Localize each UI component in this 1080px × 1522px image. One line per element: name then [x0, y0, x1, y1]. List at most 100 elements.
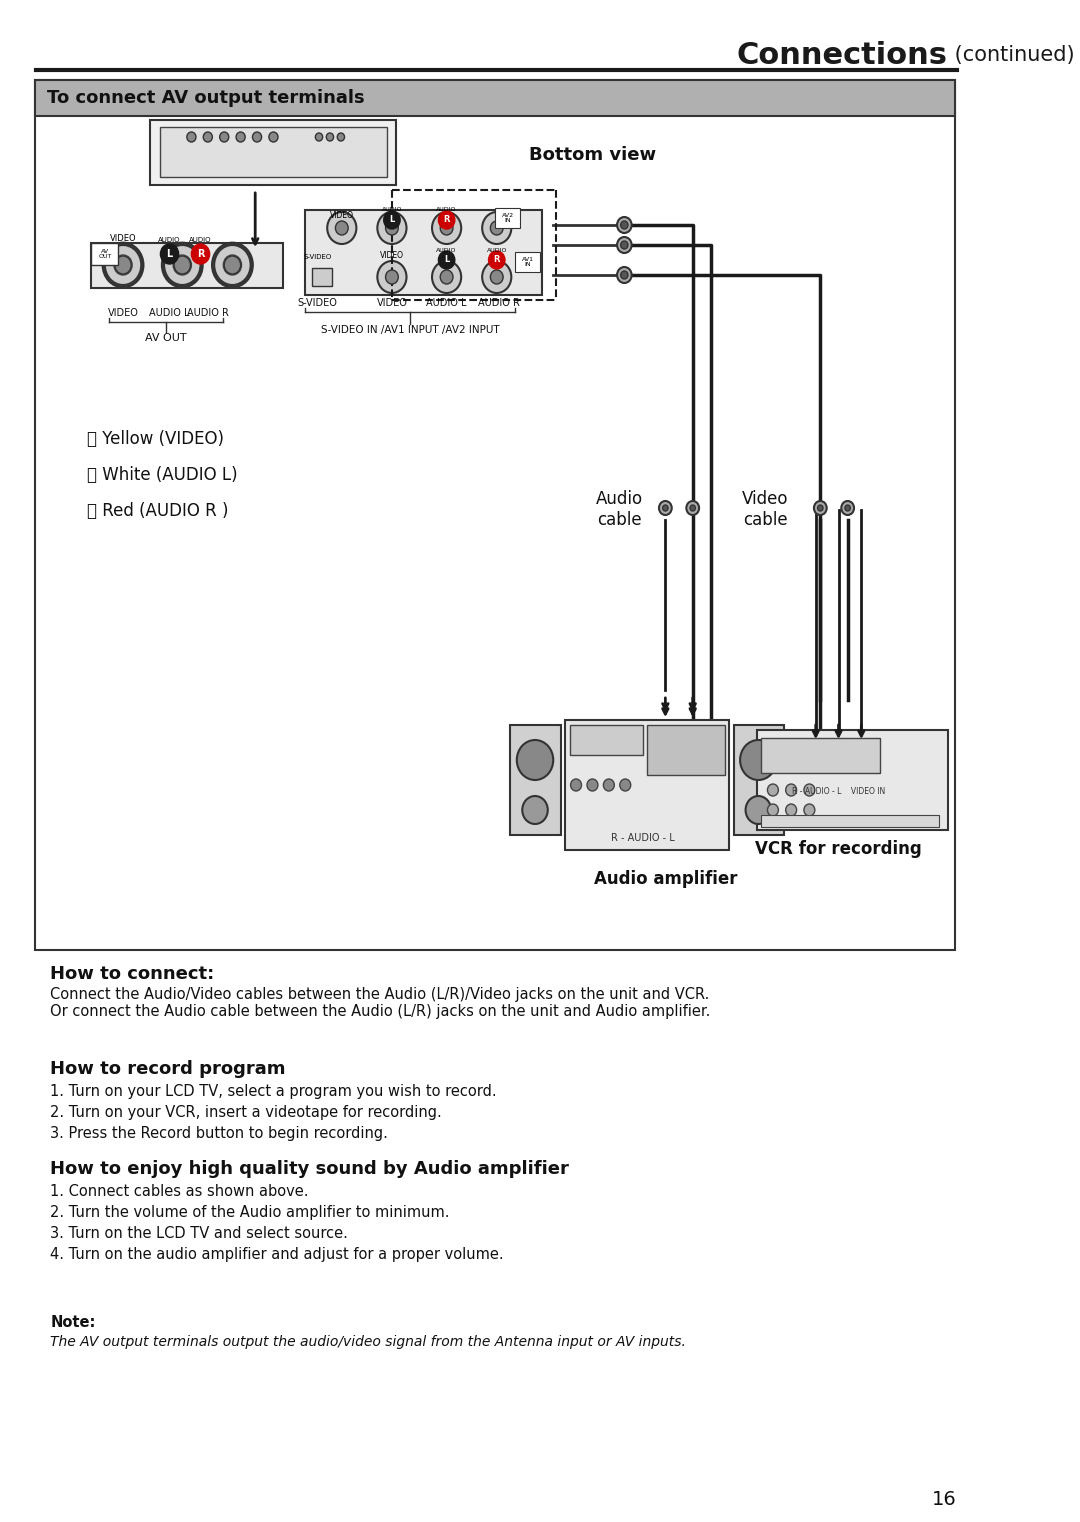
Circle shape [621, 240, 627, 250]
Text: 16: 16 [932, 1490, 957, 1508]
Bar [35, 81, 955, 116]
Circle shape [377, 260, 406, 294]
Bar [756, 731, 948, 829]
Circle shape [253, 132, 261, 142]
Bar [312, 268, 332, 286]
Text: 1. Connect cables as shown above.: 1. Connect cables as shown above. [50, 1184, 309, 1199]
Text: Audio
cable: Audio cable [596, 490, 644, 528]
Circle shape [621, 221, 627, 228]
Circle shape [386, 269, 399, 285]
Text: AUDIO R: AUDIO R [187, 307, 229, 318]
Circle shape [690, 505, 696, 511]
Circle shape [105, 245, 141, 285]
Bar [511, 724, 561, 836]
Circle shape [488, 251, 505, 269]
Circle shape [617, 218, 632, 233]
Bar [565, 720, 729, 849]
Circle shape [337, 132, 345, 142]
Circle shape [604, 779, 615, 791]
Text: How to connect:: How to connect: [50, 965, 215, 983]
Circle shape [768, 804, 779, 816]
Text: AV OUT: AV OUT [145, 333, 187, 342]
Circle shape [326, 132, 334, 142]
Circle shape [617, 266, 632, 283]
Circle shape [517, 740, 553, 779]
Circle shape [432, 212, 461, 244]
Text: AUDIO L: AUDIO L [427, 298, 467, 307]
Circle shape [438, 251, 455, 269]
Text: S-VIDEO: S-VIDEO [297, 298, 337, 307]
Circle shape [804, 784, 814, 796]
Text: The AV output terminals output the audio/video signal from the Antenna input or : The AV output terminals output the audio… [50, 1335, 686, 1348]
Text: AUDIO L: AUDIO L [149, 307, 190, 318]
Text: ⓡ Red (AUDIO R ): ⓡ Red (AUDIO R ) [86, 502, 228, 521]
Bar [647, 724, 725, 775]
Circle shape [818, 505, 823, 511]
Circle shape [621, 271, 627, 279]
Circle shape [845, 505, 850, 511]
Text: (continued): (continued) [948, 46, 1075, 65]
Text: Connections: Connections [737, 41, 948, 70]
Bar [150, 120, 396, 186]
Circle shape [659, 501, 672, 514]
Circle shape [841, 501, 854, 514]
Bar [761, 814, 939, 826]
Circle shape [804, 804, 814, 816]
Circle shape [173, 256, 191, 275]
Circle shape [620, 779, 631, 791]
Text: R: R [444, 216, 450, 225]
Circle shape [386, 221, 399, 234]
Circle shape [174, 256, 190, 274]
Text: VIDEO: VIDEO [329, 212, 354, 221]
Text: AUDIO: AUDIO [436, 207, 457, 212]
Text: 2. Turn the volume of the Audio amplifier to minimum.: 2. Turn the volume of the Audio amplifie… [50, 1205, 449, 1221]
Circle shape [663, 505, 669, 511]
Text: ⓦ White (AUDIO L): ⓦ White (AUDIO L) [86, 466, 238, 484]
Text: S-VIDEO IN /AV1 INPUT /AV2 INPUT: S-VIDEO IN /AV1 INPUT /AV2 INPUT [321, 326, 499, 335]
Circle shape [103, 244, 143, 288]
Circle shape [570, 779, 581, 791]
Circle shape [490, 269, 503, 285]
Text: VIDEO: VIDEO [108, 307, 138, 318]
Text: Connect the Audio/Video cables between the Audio (L/R)/Video jacks on the unit a: Connect the Audio/Video cables between t… [50, 986, 711, 1020]
Circle shape [432, 260, 461, 294]
Text: 2. Turn on your VCR, insert a videotape for recording.: 2. Turn on your VCR, insert a videotape … [50, 1105, 442, 1120]
Circle shape [225, 256, 241, 274]
Circle shape [814, 501, 826, 514]
Text: R - AUDIO - L: R - AUDIO - L [610, 833, 674, 843]
Circle shape [617, 237, 632, 253]
Circle shape [785, 784, 797, 796]
Text: Video
cable: Video cable [742, 490, 788, 528]
Text: L: L [389, 216, 394, 225]
Text: 3. Press the Record button to begin recording.: 3. Press the Record button to begin reco… [50, 1126, 388, 1142]
Circle shape [164, 245, 201, 285]
Circle shape [315, 132, 323, 142]
Bar [91, 244, 119, 265]
Circle shape [162, 244, 202, 288]
Circle shape [740, 740, 777, 779]
Text: How to record program: How to record program [50, 1059, 285, 1078]
Text: AV1
IN: AV1 IN [522, 257, 534, 268]
Text: L: L [166, 250, 173, 259]
Bar [515, 253, 540, 272]
Circle shape [187, 132, 195, 142]
Text: To connect AV output terminals: To connect AV output terminals [48, 88, 365, 107]
Circle shape [327, 212, 356, 244]
Text: R: R [494, 256, 500, 265]
Circle shape [377, 212, 406, 244]
Text: AUDIO: AUDIO [486, 248, 507, 253]
Circle shape [768, 784, 779, 796]
Circle shape [224, 256, 242, 275]
Circle shape [219, 132, 229, 142]
Circle shape [441, 221, 453, 234]
Bar [306, 210, 542, 295]
Text: VIDEO: VIDEO [380, 251, 404, 260]
Text: AUDIO: AUDIO [189, 237, 212, 244]
Text: Note:: Note: [50, 1315, 95, 1330]
Bar [733, 724, 784, 836]
Text: VIDEO: VIDEO [110, 234, 136, 244]
Text: AV2
IN: AV2 IN [501, 213, 514, 224]
Circle shape [113, 256, 132, 275]
Text: S-VIDEO: S-VIDEO [303, 254, 332, 260]
Circle shape [482, 212, 511, 244]
